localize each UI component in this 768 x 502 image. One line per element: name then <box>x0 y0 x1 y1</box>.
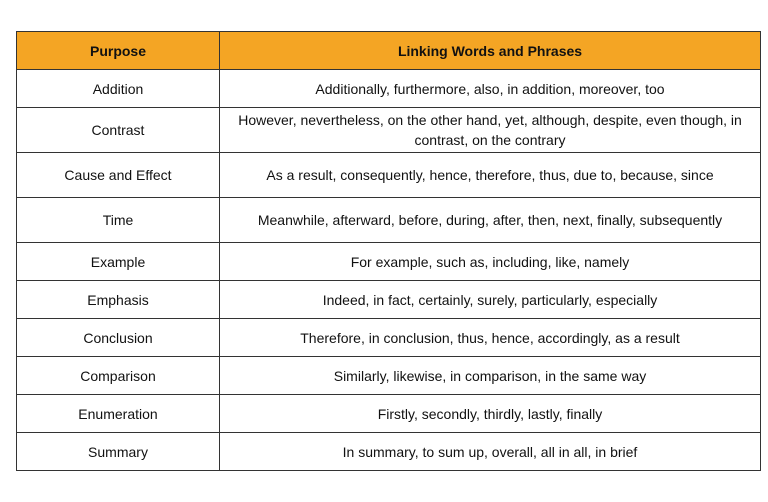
purpose-cell: Time <box>16 197 220 243</box>
header-row: Purpose Linking Words and Phrases <box>16 31 761 70</box>
purpose-cell: Addition <box>16 69 220 108</box>
linking-words-cell: For example, such as, including, like, n… <box>219 242 761 281</box>
purpose-cell: Cause and Effect <box>16 152 220 198</box>
linking-words-cell: Similarly, likewise, in comparison, in t… <box>219 356 761 395</box>
linking-words-cell: Indeed, in fact, certainly, surely, part… <box>219 280 761 319</box>
purpose-cell: Enumeration <box>16 394 220 433</box>
table-row: Time Meanwhile, afterward, before, during… <box>16 197 761 243</box>
linking-words-cell: Meanwhile, afterward, before, during, af… <box>219 197 761 243</box>
header-linking-words: Linking Words and Phrases <box>219 31 761 70</box>
linking-words-cell: However, nevertheless, on the other hand… <box>219 107 761 153</box>
purpose-cell: Comparison <box>16 356 220 395</box>
table-row: Summary In summary, to sum up, overall, a… <box>16 432 761 471</box>
purpose-cell: Conclusion <box>16 318 220 357</box>
table-row: Example For example, such as, including, … <box>16 242 761 281</box>
table-row: Enumeration Firstly, secondly, thirdly, l… <box>16 394 761 433</box>
purpose-cell: Contrast <box>16 107 220 153</box>
table-row: Conclusion Therefore, in conclusion, thus… <box>16 318 761 357</box>
linking-words-cell: In summary, to sum up, overall, all in a… <box>219 432 761 471</box>
linking-words-cell: Firstly, secondly, thirdly, lastly, fina… <box>219 394 761 433</box>
table-row: Contrast However, nevertheless, on the ot… <box>16 107 761 153</box>
linking-words-table: Purpose Linking Words and Phrases Additi… <box>16 31 761 471</box>
linking-words-cell: Therefore, in conclusion, thus, hence, a… <box>219 318 761 357</box>
table-row: Cause and Effect As a result, consequentl… <box>16 152 761 198</box>
linking-words-cell: Additionally, furthermore, also, in addi… <box>219 69 761 108</box>
header-purpose: Purpose <box>16 31 220 70</box>
purpose-cell: Summary <box>16 432 220 471</box>
purpose-cell: Emphasis <box>16 280 220 319</box>
linking-words-cell: As a result, consequently, hence, theref… <box>219 152 761 198</box>
purpose-cell: Example <box>16 242 220 281</box>
table-row: Emphasis Indeed, in fact, certainly, sure… <box>16 280 761 319</box>
table-row: Comparison Similarly, likewise, in compar… <box>16 356 761 395</box>
table-row: Addition Additionally, furthermore, also,… <box>16 69 761 108</box>
